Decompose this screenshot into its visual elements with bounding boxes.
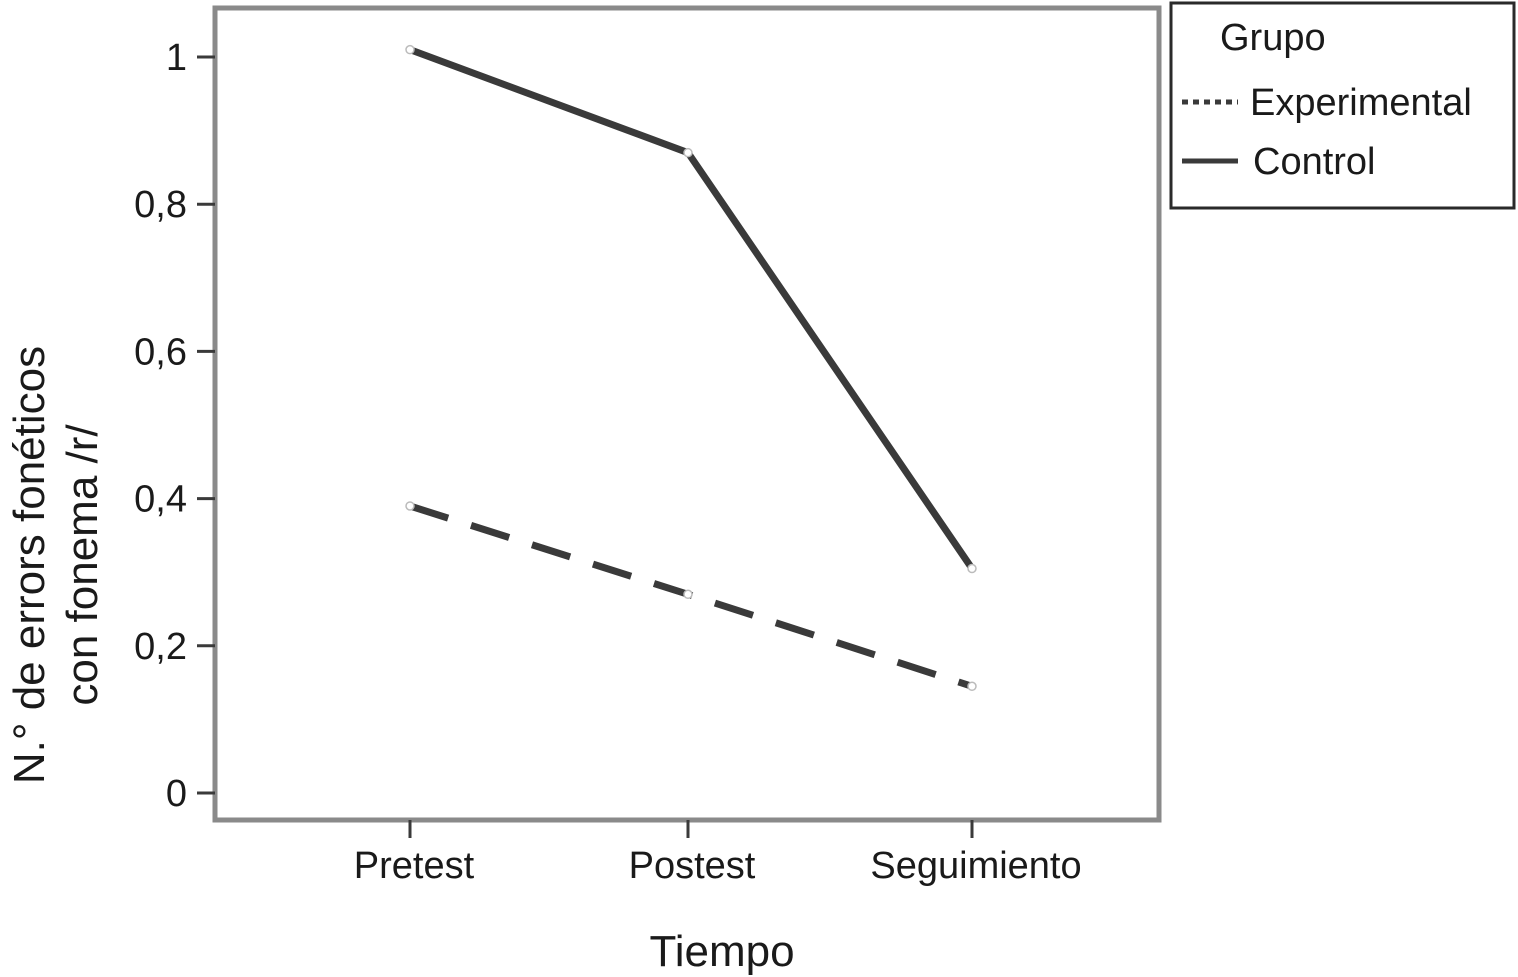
y-axis-title: N.° de errors fonéticos con fonema /r/ xyxy=(5,346,107,784)
legend-box xyxy=(1169,1,1516,210)
y-axis-title-line-2: con fonema /r/ xyxy=(58,424,107,706)
y-tick-label: 0,8 xyxy=(134,184,187,226)
legend-label-experimental: Experimental xyxy=(1250,82,1472,124)
y-tick-label: 0,6 xyxy=(134,331,187,373)
data-point-experimental xyxy=(405,501,415,511)
data-point-experimental xyxy=(683,589,693,600)
y-axis: 0 0,2 0,4 0,6 0,8 1 xyxy=(134,37,215,815)
legend-title: Grupo xyxy=(1220,17,1326,59)
data-point-control xyxy=(405,44,415,55)
data-point-experimental xyxy=(967,681,977,692)
y-tick-label: 1 xyxy=(166,37,187,79)
x-axis-title: Tiempo xyxy=(649,927,794,976)
series-layer xyxy=(405,44,977,692)
series-line-control xyxy=(408,46,975,571)
x-tick-label: Postest xyxy=(629,845,756,887)
y-tick-label: 0 xyxy=(166,773,187,815)
legend: Grupo Experimental Control xyxy=(1169,1,1516,210)
data-point-control xyxy=(683,147,693,158)
y-axis-title-line-1: N.° de errors fonéticos xyxy=(5,346,54,784)
y-tick-label: 0,4 xyxy=(134,479,187,521)
y-tick-label: 0,2 xyxy=(134,626,187,668)
plot-frame xyxy=(212,5,1162,823)
legend-label-control: Control xyxy=(1253,141,1376,183)
x-axis: Pretest Postest Seguimiento xyxy=(354,820,1082,887)
x-tick-label: Seguimiento xyxy=(870,845,1081,887)
x-tick-label: Pretest xyxy=(354,845,475,887)
data-point-control xyxy=(967,563,977,574)
